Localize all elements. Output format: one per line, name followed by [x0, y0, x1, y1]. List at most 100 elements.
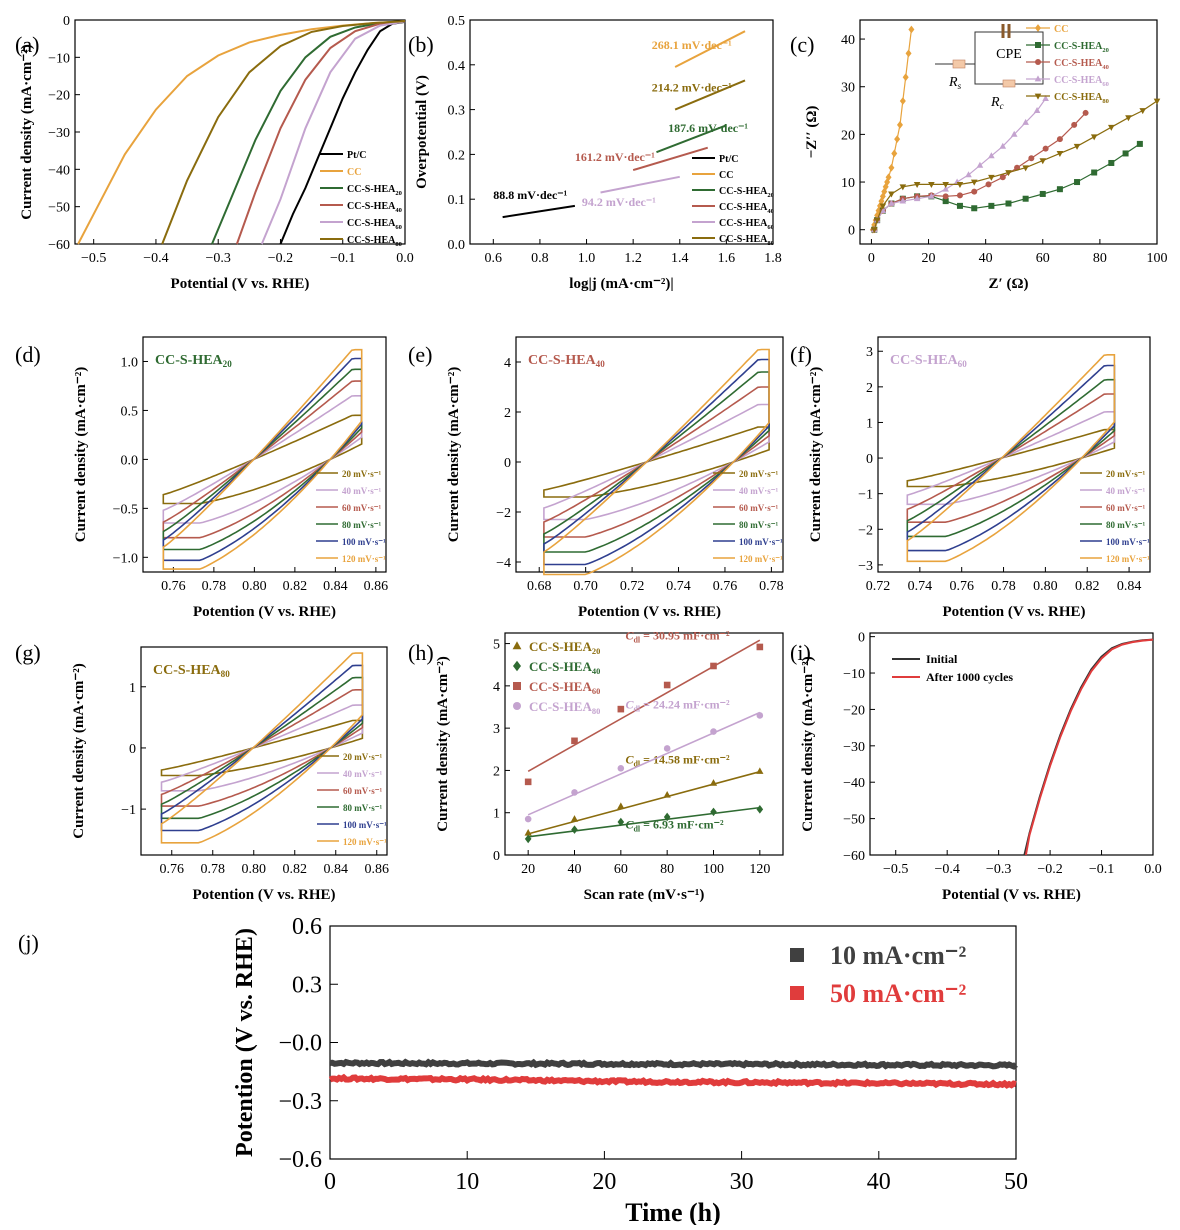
legend-label-main: Pt/C: [719, 154, 738, 165]
y-axis-label: Current density (mA·cm⁻²): [800, 656, 816, 831]
legend-label: CC-S-HEA80: [1054, 92, 1109, 105]
cv-loop-3: [160, 688, 364, 807]
x-tick-label: 0.82: [1075, 579, 1100, 594]
tafel-slope-label: 214.2 mV·dec⁻¹: [652, 81, 732, 95]
data-point: [709, 779, 718, 786]
panel-label-i: (i): [790, 640, 811, 665]
y-tick-label: 4: [504, 356, 511, 371]
data-point: [1136, 140, 1143, 147]
legend-label-main: CC: [1054, 24, 1068, 35]
x-tick-label: 0.84: [1117, 579, 1142, 594]
data-point: [1005, 170, 1012, 177]
y-tick-label: −0.5: [113, 502, 138, 517]
legend-label: 60 mV·s⁻¹: [343, 786, 383, 796]
x-tick-label: 60: [1036, 251, 1050, 266]
y-tick-label: 30: [841, 81, 855, 96]
legend-label: 10 mA·cm⁻²: [830, 941, 967, 970]
y-tick-label: −0.0: [278, 1031, 322, 1057]
x-tick-label: 0.68: [527, 579, 552, 594]
fit-line-CC-S-HEA60: [600, 175, 680, 194]
data-point: [928, 182, 935, 189]
x-tick-label: 0.82: [283, 579, 308, 594]
plot-frame-e: [515, 336, 784, 573]
cdl-label: Cdl = 24.24 mF·cm⁻²: [625, 697, 730, 713]
y-tick-label: −0.6: [278, 1147, 322, 1173]
x-tick-label: 0.86: [365, 862, 390, 877]
legend-label: 20 mV·s⁻¹: [1106, 469, 1146, 479]
y-tick-label: −10: [843, 667, 865, 682]
x-tick-label: 0: [868, 251, 875, 266]
y-tick-label: −60: [843, 849, 865, 864]
y-tick-label: 0: [493, 849, 500, 864]
data-point: [663, 790, 671, 798]
cv-loop-2: [543, 403, 770, 521]
y-tick-label: −30: [843, 740, 865, 755]
legend-label-main: CC-S-HEA: [719, 202, 768, 213]
data-point: [1108, 124, 1115, 131]
y-tick-label: −4: [496, 556, 511, 571]
x-tick-label: 20: [922, 251, 936, 266]
legend-label: CC-S-HEA40: [1054, 58, 1109, 71]
legend-label: CC-S-HEA40: [347, 201, 402, 214]
data-point: [902, 73, 909, 82]
legend-label: CC-S-HEA60: [529, 679, 600, 696]
data-point: [524, 834, 532, 844]
legend-label: CC: [1054, 24, 1068, 35]
legend-label: 120 mV·s⁻¹: [739, 554, 783, 564]
panel-b: (b) 0.6 0.8 1.0 1.2 1.4 1.6 1.8 0.0 0.1 0.2 0.3 0.4 0…: [408, 14, 782, 292]
data-point: [942, 185, 949, 192]
cdl-label: Cdl = 30.95 mF·cm⁻²: [625, 628, 730, 644]
data-point: [1125, 115, 1132, 122]
y-tick-label: 0: [63, 14, 70, 29]
cv-loop-4: [906, 378, 1116, 538]
data-point: [1091, 169, 1098, 176]
legend-label-sub: 80: [1102, 98, 1109, 105]
legend-label-sub: 20: [592, 646, 600, 656]
cv-loop-5: [162, 357, 363, 562]
cdl-label: Cdl = 14.58 mF·cm⁻²: [625, 752, 730, 768]
x-tick-label: 1.6: [718, 251, 736, 266]
x-tick-label: −0.2: [268, 251, 293, 266]
y-axis-label: Current density (mA·cm⁻²): [73, 367, 89, 542]
legend-label-sub: 20: [395, 190, 402, 197]
y-tick-label: −1.0: [113, 551, 138, 566]
cv-loop-4: [162, 368, 363, 551]
x-tick-label: 0.76: [949, 579, 974, 594]
x-axis-label: Time (h): [625, 1198, 721, 1225]
data-point: [1022, 195, 1029, 202]
legend-label: 40 mV·s⁻¹: [342, 486, 382, 496]
legend-label: 40 mV·s⁻¹: [1106, 486, 1146, 496]
x-axis-label: Potential (V vs. RHE): [171, 276, 310, 292]
legend-label: CC-S-HEA60: [1054, 75, 1109, 88]
data-point: [873, 217, 881, 224]
legend-label-main: CC-S-HEA: [347, 184, 396, 195]
legend-label-sub: 80: [767, 240, 774, 247]
legend-label: CC-S-HEA20: [1054, 41, 1109, 54]
x-tick-label: 0.0: [396, 251, 414, 266]
legend-label: 120 mV·s⁻¹: [342, 554, 386, 564]
cdl-label: Cdl = 6.93 mF·cm⁻²: [625, 817, 724, 833]
x-tick-label: 100: [703, 862, 724, 877]
x-tick-label: 40: [568, 862, 582, 877]
legend-label: 50 mA·cm⁻²: [830, 979, 967, 1008]
legend-label: 120 mV·s⁻¹: [1106, 554, 1150, 564]
data-point: [988, 152, 995, 159]
resistor-rs: [952, 59, 966, 69]
plot-title-sub: 20: [223, 359, 233, 369]
legend-marker: [790, 986, 804, 1000]
cdl-sub: dl: [633, 704, 640, 713]
data-point: [1042, 145, 1049, 152]
legend-label-main: CC-S-HEA: [529, 659, 592, 674]
plot-title-sub: 80: [221, 669, 231, 679]
series-line-CC-S-HEA20: [211, 20, 406, 245]
x-axis-label: Potention (V vs. RHE): [193, 604, 336, 620]
x-axis-label: Potention (V vs. RHE): [578, 604, 721, 620]
panel-f: (f)0.72 0.74 0.76 0.78 0.80 0.82 0.84−3−2−1012…: [790, 336, 1151, 620]
data-point: [1056, 136, 1063, 143]
panel-label-e: (e): [408, 342, 432, 367]
y-tick-label: 40: [841, 33, 855, 48]
series-line-CC-S-HEA80: [161, 20, 406, 245]
data-point: [888, 199, 895, 206]
y-tick-label: −40: [843, 776, 865, 791]
legend-label: CC-S-HEA20: [347, 184, 402, 197]
